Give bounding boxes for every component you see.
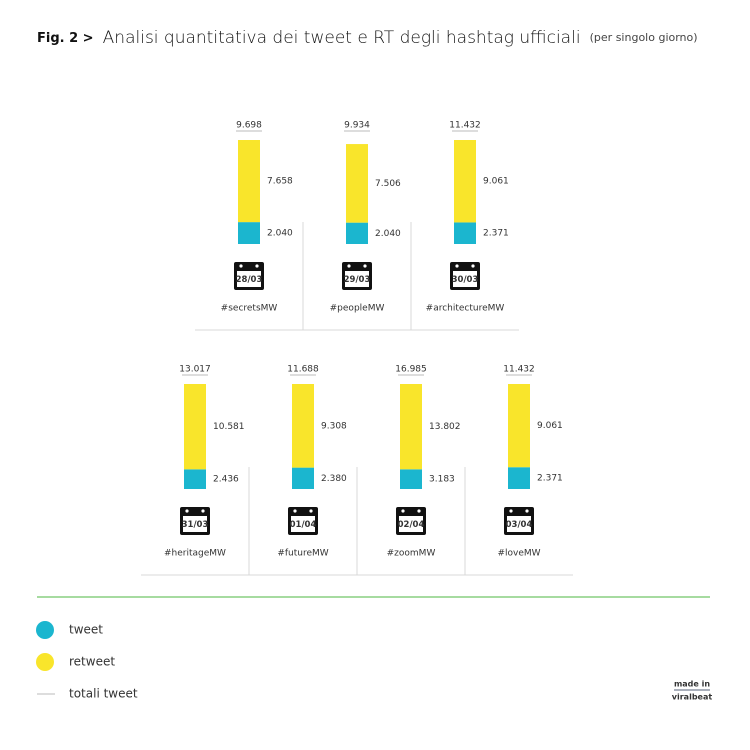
subtitle: (per singolo giorno) [590, 31, 698, 44]
calendar-ring [293, 509, 297, 513]
hashtag-label: #secretsMW [221, 304, 278, 314]
date-label: 03/04 [506, 520, 533, 530]
date-label: 31/03 [182, 520, 209, 530]
date-label: 02/04 [398, 520, 425, 530]
date-label: 30/03 [452, 275, 479, 285]
calendar-face [453, 271, 477, 287]
credit-brand: viralbeat [672, 693, 713, 702]
segment-label: 2.436 [213, 475, 239, 485]
total-label: 11.688 [287, 365, 319, 375]
hashtag-label: #futureMW [277, 549, 328, 559]
credit-prefix: made in [674, 680, 710, 689]
calendar-face [399, 516, 423, 532]
legend-label: retweet [69, 655, 115, 669]
calendar-face [237, 271, 261, 287]
calendar-ring [347, 264, 351, 268]
segment-label: 2.040 [375, 229, 401, 239]
calendar-face [291, 516, 315, 532]
bar-segment [292, 467, 314, 489]
calendar-ring [509, 509, 513, 513]
legend-swatch [36, 653, 54, 671]
bar-segment [238, 222, 260, 244]
segment-label: 2.380 [321, 474, 347, 484]
bar-segment [184, 469, 206, 489]
calendar-ring [363, 264, 367, 268]
hashtag-label: #heritageMW [164, 549, 226, 559]
total-label: 16.985 [395, 365, 427, 375]
total-label: 9.698 [236, 121, 262, 131]
legend-label: tweet [69, 623, 103, 637]
calendar-face [183, 516, 207, 532]
calendar-ring [471, 264, 475, 268]
total-label: 11.432 [503, 365, 535, 375]
bar-segment [184, 384, 206, 470]
calendar-ring [201, 509, 205, 513]
date-label: 01/04 [290, 520, 317, 530]
hashtag-label: #peopleMW [330, 304, 385, 314]
date-label: 28/03 [236, 275, 263, 285]
segment-label: 3.183 [429, 475, 455, 485]
hashtag-label: #architectureMW [426, 304, 505, 314]
calendar-ring [417, 509, 421, 513]
chart-title: Fig. 2 > Analisi quantitativa dei tweet … [37, 28, 698, 49]
date-label: 29/03 [344, 275, 371, 285]
bar-segment [454, 222, 476, 244]
bar-segment [346, 144, 368, 223]
segment-label: 10.581 [213, 422, 245, 432]
calendar-ring [455, 264, 459, 268]
segment-label: 9.061 [483, 177, 509, 187]
calendar-ring [185, 509, 189, 513]
bar-segment [508, 467, 530, 489]
legend-label: totali tweet [69, 687, 138, 701]
hashtag-label: #loveMW [497, 549, 540, 559]
total-label: 11.432 [449, 121, 481, 131]
title: Analisi quantitativa dei tweet e RT degl… [103, 28, 581, 48]
calendar-ring [401, 509, 405, 513]
hashtag-label: #zoomMW [387, 549, 436, 559]
segment-label: 9.308 [321, 421, 347, 431]
segment-label: 2.371 [483, 229, 509, 239]
segment-label: 7.506 [375, 179, 401, 189]
segment-label: 2.371 [537, 474, 563, 484]
bar-segment [292, 384, 314, 468]
bar-segment [454, 140, 476, 223]
calendar-face [345, 271, 369, 287]
calendar-ring [525, 509, 529, 513]
calendar-face [507, 516, 531, 532]
bar-segment [400, 384, 422, 470]
total-label: 9.934 [344, 121, 370, 131]
segment-label: 9.061 [537, 421, 563, 431]
total-label: 13.017 [179, 365, 211, 375]
segment-label: 7.658 [267, 177, 293, 187]
legend-swatch [36, 621, 54, 639]
segment-label: 13.802 [429, 422, 461, 432]
segment-label: 2.040 [267, 229, 293, 239]
bar-segment [238, 140, 260, 223]
title-prefix: Fig. 2 > [37, 31, 94, 46]
bar-segment [508, 384, 530, 468]
bar-segment [346, 222, 368, 244]
calendar-ring [239, 264, 243, 268]
bar-segment [400, 469, 422, 489]
calendar-ring [255, 264, 259, 268]
calendar-ring [309, 509, 313, 513]
